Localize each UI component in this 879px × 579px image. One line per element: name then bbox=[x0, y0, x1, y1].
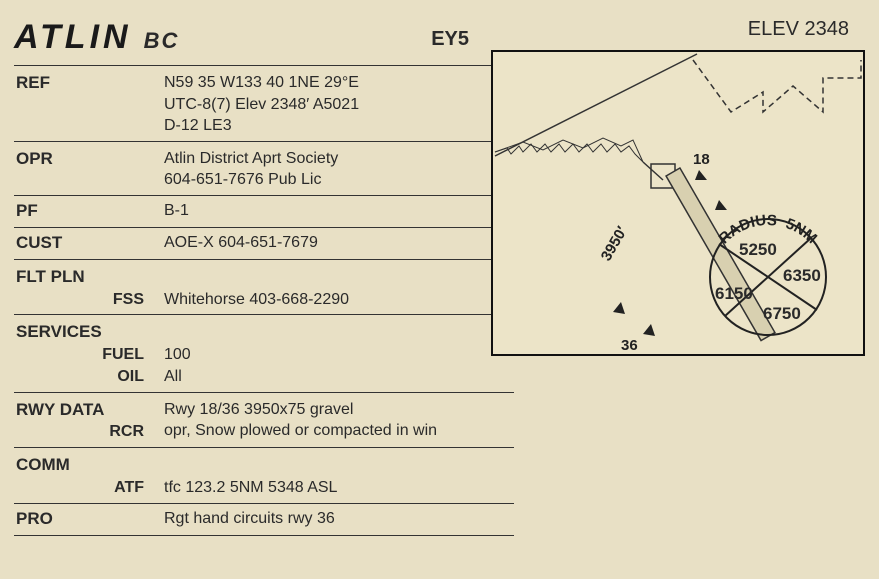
airport-diagram: 18 36 3950′ RADIUS 5NM 5250 6350 6150 67… bbox=[491, 50, 865, 356]
row-rwy: RWY DATA RCR Rwy 18/36 3950x75 gravel op… bbox=[14, 392, 514, 448]
services-value: 100 All bbox=[154, 315, 514, 392]
airport-name: ATLIN bbox=[14, 18, 132, 57]
row-comm: COMM ATF tfc 123.2 5NM 5348 ASL bbox=[14, 448, 514, 504]
alt-sw: 6150 bbox=[715, 284, 753, 304]
opr-value: Atlin District Aprt Society 604-651-7676… bbox=[154, 141, 514, 195]
compass: RADIUS 5NM 5250 6350 6150 6750 bbox=[693, 192, 843, 342]
fltpln-label: FLT PLN FSS bbox=[14, 259, 154, 315]
alt-se: 6750 bbox=[763, 304, 801, 324]
elevation-label: ELEV 2348 bbox=[748, 18, 849, 41]
fltpln-value: Whitehorse 403-668-2290 bbox=[154, 259, 514, 315]
pro-value: Rgt hand circuits rwy 36 bbox=[154, 503, 514, 535]
ref-value: N59 35 W133 40 1NE 29°E UTC-8(7) Elev 23… bbox=[154, 66, 514, 142]
comm-label: COMM ATF bbox=[14, 448, 154, 504]
pf-value: B-1 bbox=[154, 195, 514, 227]
rwy-len-text: 3950′ bbox=[598, 223, 631, 264]
row-cust: CUST AOE-X 604-651-7679 bbox=[14, 227, 514, 259]
opr-label: OPR bbox=[14, 141, 154, 195]
comm-value: tfc 123.2 5NM 5348 ASL bbox=[154, 448, 514, 504]
cust-label: CUST bbox=[14, 227, 154, 259]
airport-code: EY5 bbox=[431, 28, 469, 51]
airport-province: BC bbox=[144, 28, 180, 54]
pf-label: PF bbox=[14, 195, 154, 227]
row-pro: PRO Rgt hand circuits rwy 36 bbox=[14, 503, 514, 535]
pro-label: PRO bbox=[14, 503, 154, 535]
row-pf: PF B-1 bbox=[14, 195, 514, 227]
row-fltpln: FLT PLN FSS Whitehorse 403-668-2290 bbox=[14, 259, 514, 315]
row-ref: REF N59 35 W133 40 1NE 29°E UTC-8(7) Ele… bbox=[14, 66, 514, 142]
rwy-value: Rwy 18/36 3950x75 gravel opr, Snow plowe… bbox=[154, 392, 514, 448]
row-services: SERVICES FUEL OIL 100 All bbox=[14, 315, 514, 392]
row-opr: OPR Atlin District Aprt Society 604-651-… bbox=[14, 141, 514, 195]
airport-info-page: ATLIN BC EY5 ELEV 2348 REF N59 35 W133 4… bbox=[0, 0, 879, 579]
rwy-s-text: 36 bbox=[621, 337, 638, 354]
info-table: REF N59 35 W133 40 1NE 29°E UTC-8(7) Ele… bbox=[14, 65, 514, 536]
rwy-label: RWY DATA RCR bbox=[14, 392, 154, 448]
alt-nw: 5250 bbox=[739, 240, 777, 260]
rwy-n-text: 18 bbox=[693, 151, 710, 168]
cust-value: AOE-X 604-651-7679 bbox=[154, 227, 514, 259]
services-label: SERVICES FUEL OIL bbox=[14, 315, 154, 392]
alt-ne: 6350 bbox=[783, 266, 821, 286]
ref-label: REF bbox=[14, 66, 154, 142]
